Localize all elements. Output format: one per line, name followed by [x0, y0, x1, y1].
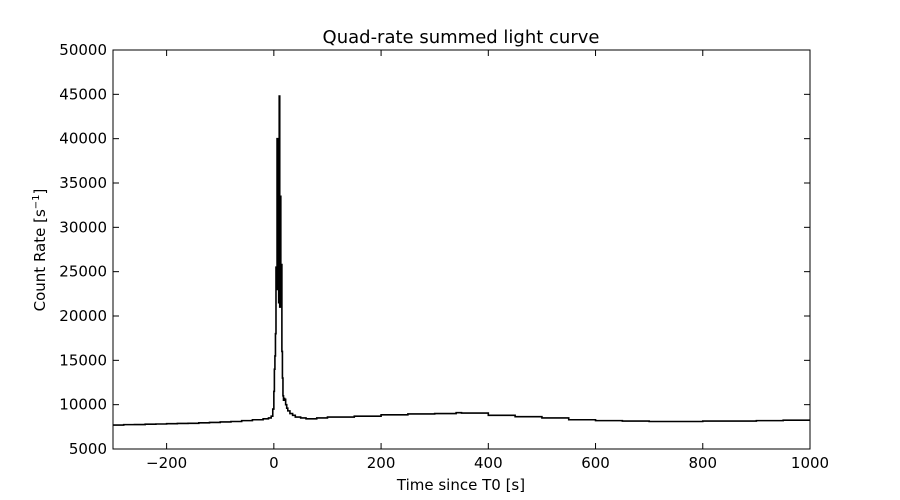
y-tick-label: 10000: [59, 396, 107, 414]
y-axis-title-main: Count Rate [s: [31, 209, 49, 311]
x-tick-label: −200: [146, 454, 187, 472]
y-tick-label: 20000: [59, 307, 107, 325]
chart-title: Quad-rate summed light curve: [323, 27, 600, 48]
y-tick-label: 15000: [59, 351, 107, 369]
y-axis-title-end: ]: [31, 189, 49, 195]
y-tick-label: 30000: [59, 218, 107, 236]
x-axis-title: Time since T0 [s]: [396, 476, 525, 494]
y-tick-label: 25000: [59, 263, 107, 281]
y-tick-label: 35000: [59, 174, 107, 192]
y-tick-label: 45000: [59, 85, 107, 103]
x-tick-label: 1000: [791, 454, 829, 472]
y-axis: 5000 10000 15000 20000 25000 30000 35000 40000 4…: [59, 41, 810, 458]
x-tick-label: 0: [269, 454, 279, 472]
y-tick-label: 40000: [59, 130, 107, 148]
x-axis: −200 0 200 400 600 800 1000: [146, 50, 829, 472]
y-tick-label: 5000: [69, 440, 107, 458]
x-tick-label: 800: [688, 454, 717, 472]
y-axis-title: Count Rate [s−1]: [31, 189, 49, 312]
plot-frame: [112, 49, 811, 450]
x-tick-label: 200: [367, 454, 396, 472]
light-curve-line: [113, 95, 810, 426]
x-tick-label: 600: [581, 454, 610, 472]
x-tick-label: 400: [474, 454, 503, 472]
y-axis-title-exponent: −1: [31, 194, 42, 209]
plot-area: [113, 95, 810, 426]
y-tick-label: 50000: [59, 41, 107, 59]
